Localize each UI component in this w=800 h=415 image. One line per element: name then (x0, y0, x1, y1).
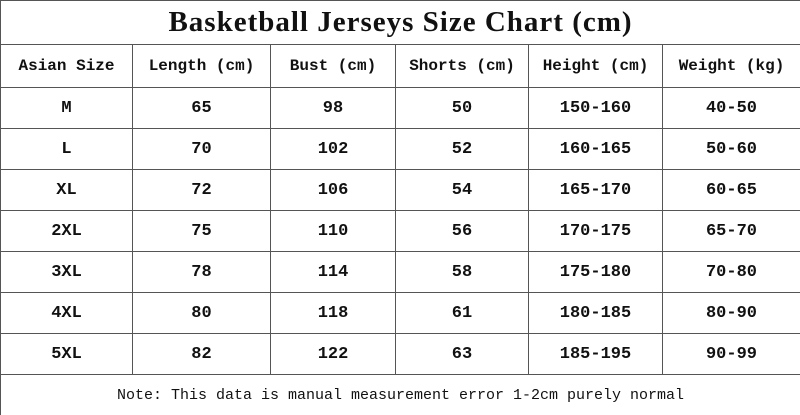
table-cell: M (1, 88, 133, 129)
table-cell: 50-60 (663, 129, 800, 170)
table-cell: 70-80 (663, 252, 800, 293)
table-cell: 114 (271, 252, 396, 293)
table-cell: 180-185 (529, 293, 663, 334)
table-cell: 185-195 (529, 334, 663, 375)
table-cell: 102 (271, 129, 396, 170)
table-cell: 80 (133, 293, 271, 334)
table-cell: 98 (271, 88, 396, 129)
chart-title: Basketball Jerseys Size Chart (cm) (1, 1, 800, 45)
table-cell: 52 (396, 129, 529, 170)
column-header: Bust (cm) (271, 45, 396, 88)
table-cell: 60-65 (663, 170, 800, 211)
table-cell: 70 (133, 129, 271, 170)
column-header: Length (cm) (133, 45, 271, 88)
table-cell: 3XL (1, 252, 133, 293)
table-cell: 63 (396, 334, 529, 375)
table-cell: 72 (133, 170, 271, 211)
table-cell: 5XL (1, 334, 133, 375)
table-cell: 170-175 (529, 211, 663, 252)
table-cell: L (1, 129, 133, 170)
table-cell: 54 (396, 170, 529, 211)
table-cell: 56 (396, 211, 529, 252)
table-cell: 2XL (1, 211, 133, 252)
table-cell: 40-50 (663, 88, 800, 129)
table-cell: 61 (396, 293, 529, 334)
table-cell: 82 (133, 334, 271, 375)
table-cell: XL (1, 170, 133, 211)
table-cell: 110 (271, 211, 396, 252)
column-header: Asian Size (1, 45, 133, 88)
table-cell: 106 (271, 170, 396, 211)
table-cell: 118 (271, 293, 396, 334)
note: Note: This data is manual measurement er… (1, 375, 800, 415)
table-cell: 58 (396, 252, 529, 293)
table-cell: 165-170 (529, 170, 663, 211)
table-cell: 50 (396, 88, 529, 129)
table-cell: 122 (271, 334, 396, 375)
column-header: Height (cm) (529, 45, 663, 88)
table-cell: 80-90 (663, 293, 800, 334)
column-header: Weight (kg) (663, 45, 800, 88)
table-cell: 90-99 (663, 334, 800, 375)
table-cell: 65 (133, 88, 271, 129)
table-cell: 65-70 (663, 211, 800, 252)
table-cell: 150-160 (529, 88, 663, 129)
table-cell: 75 (133, 211, 271, 252)
table-cell: 4XL (1, 293, 133, 334)
column-header: Shorts (cm) (396, 45, 529, 88)
table-cell: 175-180 (529, 252, 663, 293)
table-cell: 78 (133, 252, 271, 293)
table-cell: 160-165 (529, 129, 663, 170)
